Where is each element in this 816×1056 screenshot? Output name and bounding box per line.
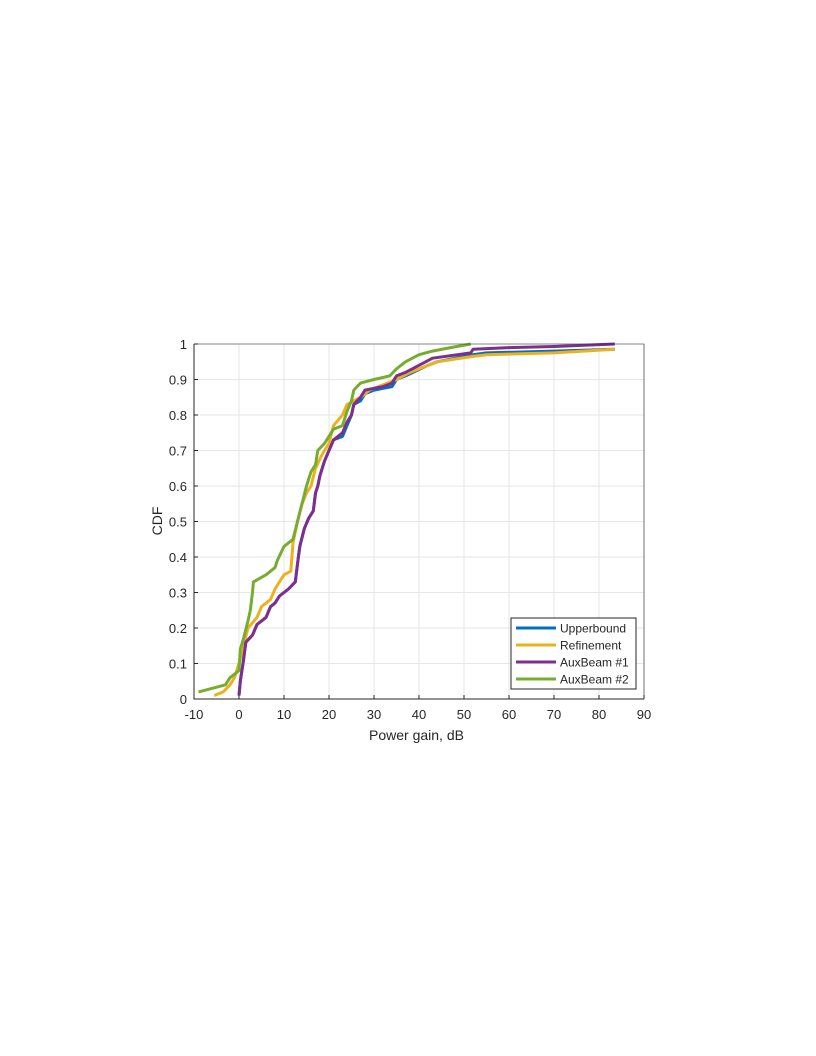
y-tick-label: 0.5: [169, 515, 187, 530]
y-tick-label: 0.6: [169, 479, 187, 494]
y-axis-label: CDF: [149, 507, 165, 536]
x-tick-label: 10: [277, 707, 291, 722]
y-tick-label: 0.9: [169, 373, 187, 388]
axes: [193, 343, 645, 700]
y-tick-label: 0.8: [169, 408, 187, 423]
data-lines: [198, 342, 615, 697]
y-tick-label: 0.3: [169, 586, 187, 601]
x-tick-label: 0: [235, 707, 242, 722]
y-tick-label: 0: [180, 692, 187, 707]
legend-label: AuxBeam #1: [560, 656, 629, 670]
legend: Upperbound Refinement AuxBeam #1 AuxBeam #2: [510, 617, 637, 690]
y-tick-label: 0.7: [169, 444, 187, 459]
series-line-4: [198, 342, 472, 694]
legend-label: Upperbound: [560, 622, 626, 636]
series-line-2: [213, 347, 615, 697]
series-line-3: [237, 342, 615, 696]
axis-box-top-right: [194, 343, 645, 699]
y-tick-label: 0.2: [169, 621, 187, 636]
x-tick-label: 30: [367, 707, 381, 722]
tick-labels: -10 0 10 20 30 40 50 60 70 80 9000.10.20.30.40.50.…: [169, 337, 651, 722]
x-tick-label: 50: [457, 707, 471, 722]
legend-label: AuxBeam #2: [560, 673, 629, 687]
y-tick-label: 1: [180, 337, 187, 352]
y-tick-label: 0.4: [169, 550, 187, 565]
x-tick-label: -10: [185, 707, 204, 722]
x-tick-label: 60: [502, 707, 516, 722]
x-tick-label: 20: [322, 707, 336, 722]
legend-box: [510, 617, 637, 690]
x-tick-label: 90: [637, 707, 651, 722]
legend-label: Refinement: [560, 639, 622, 653]
x-tick-label: 70: [547, 707, 561, 722]
y-tick-label: 0.1: [169, 657, 187, 672]
x-axis-label: Power gain, dB: [369, 727, 464, 743]
x-tick-label: 40: [412, 707, 426, 722]
x-tick-label: 80: [592, 707, 606, 722]
